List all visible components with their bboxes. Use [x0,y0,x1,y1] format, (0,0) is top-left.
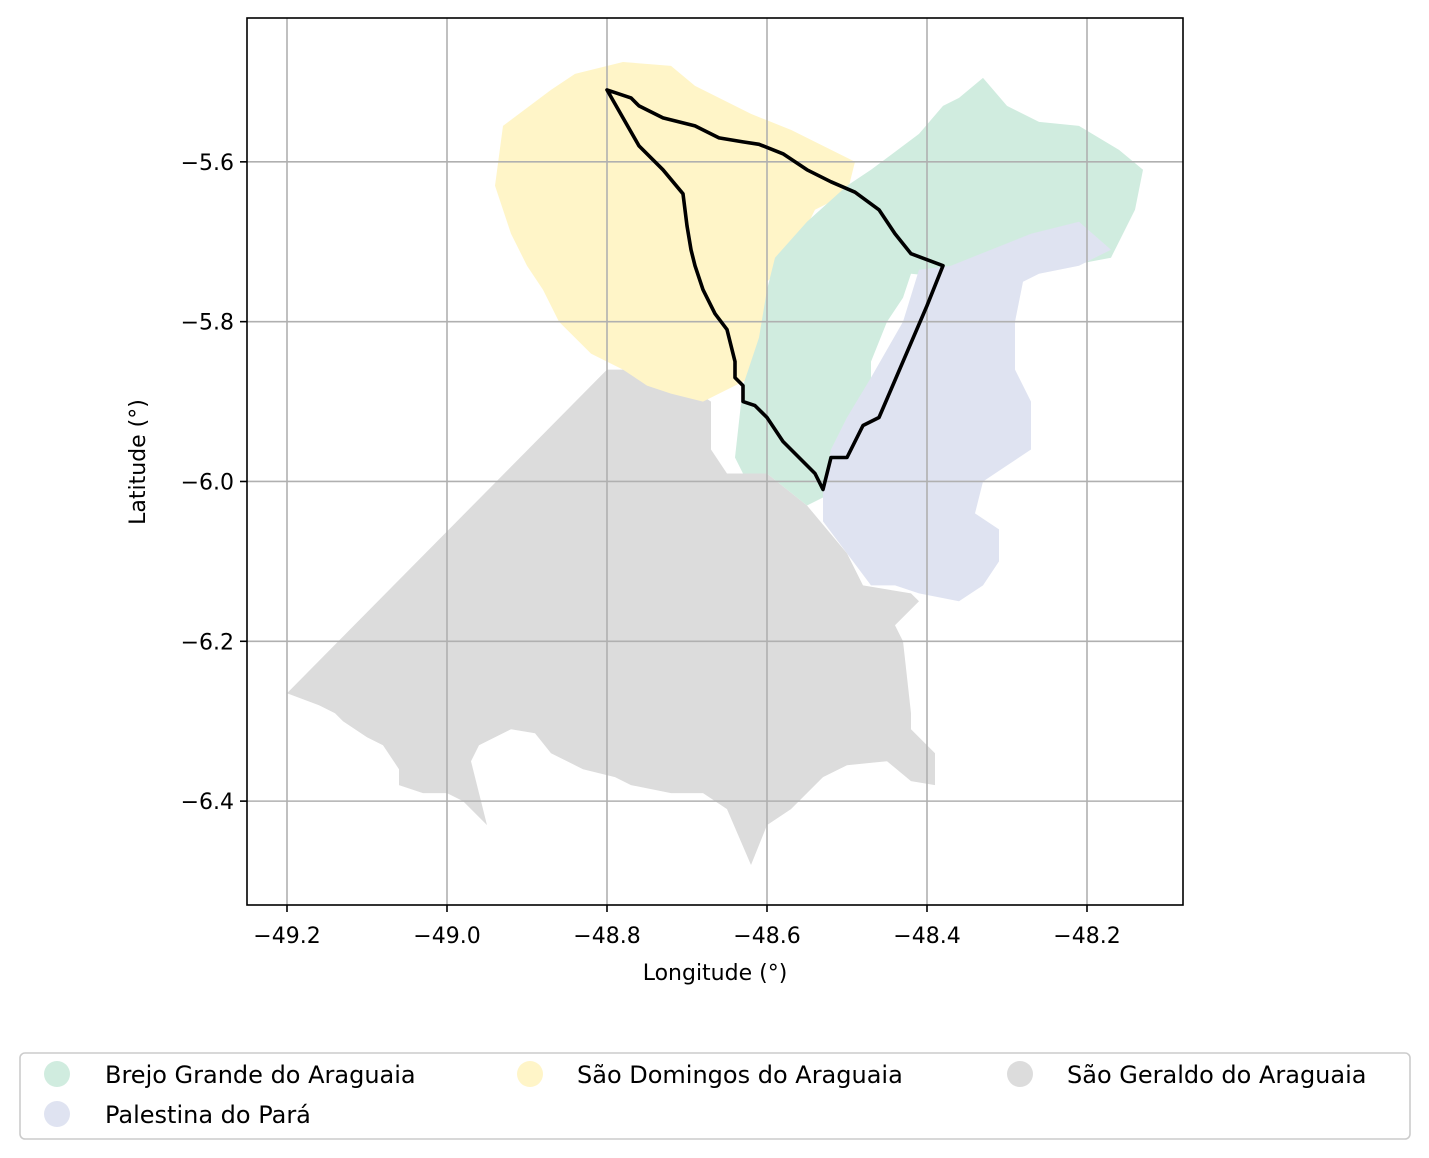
legend-marker-sao-domingos [517,1061,543,1087]
grid-layer [247,18,1183,905]
legend-marker-sao-geraldo [1007,1061,1033,1087]
y-tick-label: −6.4 [181,790,234,815]
y-tick-label: −6.2 [181,630,234,655]
legend: Brejo Grande do Araguaia São Domingos do… [19,1052,1411,1140]
region-brejo-grande-do-araguaia [735,77,1143,506]
x-axis-title: Longitude (°) [643,961,788,986]
x-tick-label: −49.0 [413,924,480,949]
y-tick-label: −5.6 [181,151,234,176]
ticks-layer: −49.2 −49.0 −48.8 −48.6 −48.4 −48.2 −5.6 −5.8 −6… [181,151,1121,949]
x-tick-label: −49.2 [253,924,320,949]
x-tick-label: −48.2 [1053,924,1120,949]
legend-label-sao-domingos: São Domingos do Araguaia [577,1061,903,1089]
highlight-outline [605,88,945,492]
legend-label-palestina: Palestina do Pará [105,1101,311,1129]
y-tick-label: −6.0 [181,470,234,495]
x-tick-label: −48.8 [573,924,640,949]
legend-label-brejo-grande: Brejo Grande do Araguaia [105,1061,416,1089]
legend-label-sao-geraldo: São Geraldo do Araguaia [1067,1061,1366,1089]
plot-frame [246,17,1184,906]
y-axis-title: Latitude (°) [126,399,151,525]
legend-marker-palestina [44,1101,70,1127]
legend-frame [19,1052,1411,1140]
region-sao-geraldo-do-araguaia [287,369,935,865]
x-tick-label: −48.4 [893,924,960,949]
y-tick-label: −5.8 [181,311,234,336]
x-tick-label: −48.6 [733,924,800,949]
region-palestina-do-para [823,221,1111,602]
outline-layer [605,88,945,492]
legend-marker-brejo-grande [44,1061,70,1087]
